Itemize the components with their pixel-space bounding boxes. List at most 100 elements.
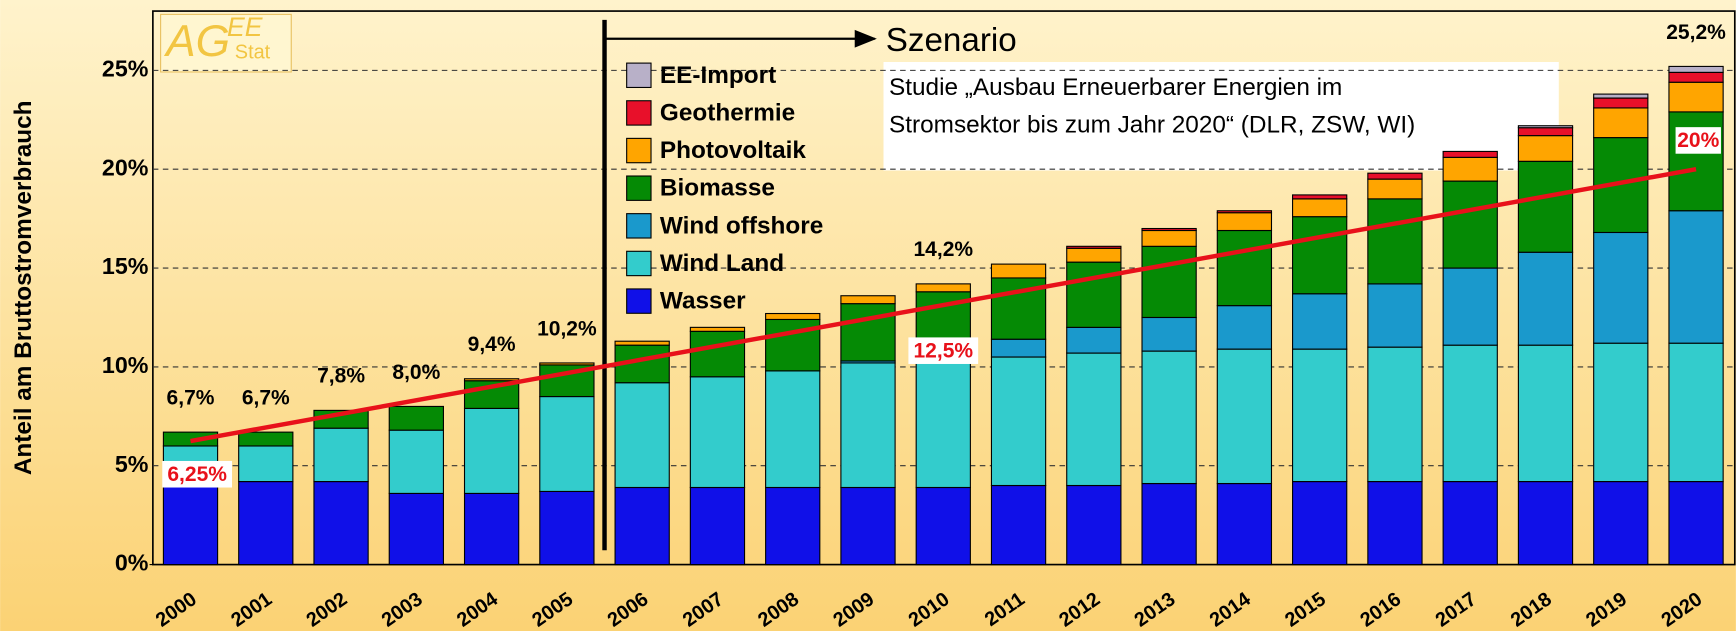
bar-segment bbox=[1292, 194, 1348, 200]
bar-segment bbox=[1216, 348, 1273, 485]
bar-segment bbox=[689, 326, 746, 332]
bar-segment bbox=[313, 480, 369, 566]
bar-segment bbox=[1668, 342, 1724, 483]
bar-segment bbox=[614, 486, 670, 566]
trend-label: 12,5% bbox=[913, 339, 973, 362]
legend-label: Wasser bbox=[660, 288, 746, 315]
bar-segment bbox=[1367, 178, 1423, 200]
total-label: 7,8% bbox=[317, 365, 365, 388]
bar-segment bbox=[1367, 480, 1423, 566]
trend-label-box bbox=[908, 337, 979, 364]
bar-segment bbox=[463, 378, 520, 382]
bar-segment bbox=[840, 303, 896, 362]
bar-segment bbox=[1593, 231, 1649, 344]
legend-label: Wind Land bbox=[660, 250, 784, 277]
bar-segment bbox=[1141, 482, 1197, 566]
bar-segment bbox=[1292, 348, 1348, 483]
y-tick-label: 25% bbox=[102, 56, 149, 82]
y-tick-label: 5% bbox=[115, 451, 149, 477]
bar-segment bbox=[840, 295, 896, 305]
bar-segment bbox=[1442, 180, 1498, 269]
bar-segment bbox=[1517, 125, 1574, 129]
bar-segment bbox=[1442, 150, 1498, 158]
bar-segment bbox=[1593, 107, 1649, 139]
bar-segment bbox=[1292, 198, 1348, 218]
bar-segment bbox=[1517, 127, 1574, 137]
total-label: 8,0% bbox=[392, 361, 440, 384]
bar-segment bbox=[1593, 97, 1649, 109]
trend-label-box bbox=[162, 460, 233, 488]
bar-segment bbox=[388, 492, 444, 566]
bar-segment bbox=[689, 486, 746, 566]
bar-segment bbox=[1593, 480, 1649, 566]
bar-segment bbox=[1442, 344, 1498, 483]
bar-segment bbox=[1216, 210, 1273, 214]
legend-swatch bbox=[626, 62, 652, 89]
bar-segment bbox=[614, 344, 670, 384]
bar-segment bbox=[1367, 283, 1423, 348]
note: Studie „Ausbau Erneuerbarer Energien im bbox=[889, 74, 1342, 101]
bar-segment bbox=[1141, 245, 1197, 319]
bar-segment bbox=[238, 431, 294, 447]
bar-segment bbox=[840, 486, 896, 566]
legend-swatch bbox=[626, 213, 652, 239]
bar-segment bbox=[238, 480, 294, 566]
bar-segment bbox=[915, 486, 971, 566]
bar-segment bbox=[463, 492, 520, 566]
legend-swatch bbox=[626, 100, 652, 126]
bar-segment bbox=[1066, 261, 1122, 328]
bar-segment bbox=[1141, 229, 1197, 247]
bar-segment bbox=[765, 486, 821, 566]
bar-segment bbox=[990, 338, 1047, 358]
bar-segment bbox=[162, 480, 219, 566]
bar-segment bbox=[539, 362, 595, 366]
legend-swatch bbox=[626, 175, 652, 201]
legend: EE-Import Geothermie Photovoltaik Biomasse W… bbox=[626, 62, 823, 315]
legend-label: Biomasse bbox=[660, 175, 775, 202]
legend-label: Geothermie bbox=[660, 99, 795, 126]
bar-segment bbox=[1668, 65, 1724, 73]
logo-box bbox=[160, 13, 292, 73]
bar-segment bbox=[1517, 344, 1574, 483]
bar-segment bbox=[1517, 480, 1574, 566]
trend-label-box bbox=[1675, 127, 1721, 154]
total-label: 14,2% bbox=[913, 238, 973, 261]
legend-label: EE-Import bbox=[660, 62, 776, 89]
y-tick-label: 20% bbox=[102, 154, 149, 180]
total-label: 9,4% bbox=[468, 333, 516, 356]
bar-segment bbox=[689, 376, 746, 489]
bar-segment bbox=[1367, 198, 1423, 285]
bar-segment bbox=[614, 340, 670, 346]
bar-segment bbox=[1066, 352, 1122, 487]
bar-segment bbox=[1141, 316, 1197, 352]
bar-segment bbox=[1442, 267, 1498, 346]
bar-segment bbox=[1517, 160, 1574, 253]
total-label: 25,2% bbox=[1666, 21, 1726, 44]
logo: AG EE Stat bbox=[160, 12, 292, 73]
bar-segment bbox=[1593, 342, 1649, 483]
bar-segment bbox=[915, 283, 971, 293]
bar-segment bbox=[313, 427, 369, 483]
bar-segment bbox=[689, 330, 746, 378]
bar-segment bbox=[1668, 111, 1724, 212]
bar-segment bbox=[1442, 156, 1498, 182]
legend-label: Wind offshore bbox=[660, 212, 823, 239]
bar-segment bbox=[1141, 350, 1197, 485]
bar-segment bbox=[1668, 480, 1724, 566]
bar-segment bbox=[1216, 305, 1273, 350]
bar-segment bbox=[388, 405, 444, 431]
bar-segment bbox=[1668, 81, 1724, 113]
bar-segment bbox=[539, 395, 595, 492]
logo-text: AG bbox=[163, 17, 230, 66]
bar-segment bbox=[990, 484, 1047, 566]
y-tick-label: 10% bbox=[102, 352, 149, 378]
total-label: 10,2% bbox=[537, 317, 597, 340]
total-label: 6,7% bbox=[242, 386, 290, 409]
bar-segment bbox=[539, 490, 595, 566]
bar-segment bbox=[238, 445, 294, 483]
y-tick-label: 0% bbox=[115, 550, 149, 576]
bar-segment bbox=[388, 429, 444, 494]
logo-text: Stat bbox=[235, 41, 271, 63]
trend-label: 6,25% bbox=[167, 463, 227, 486]
legend-swatch bbox=[626, 137, 652, 164]
